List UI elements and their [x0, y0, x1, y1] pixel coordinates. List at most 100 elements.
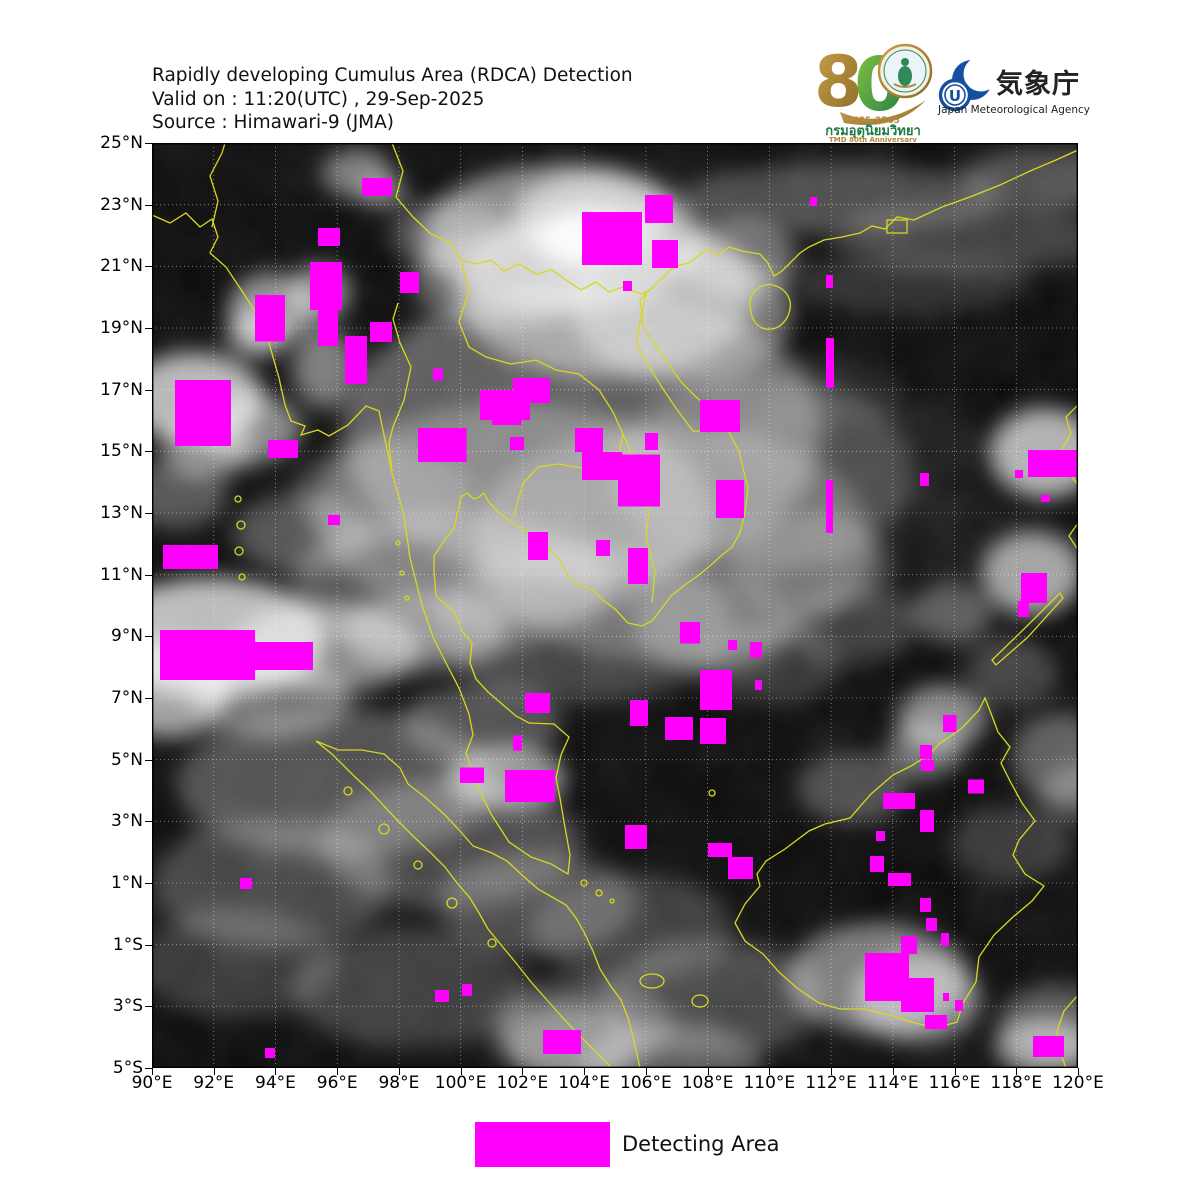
- x-axis-tick: [645, 1068, 647, 1075]
- x-axis-tick: [769, 1068, 771, 1075]
- china-border: [391, 143, 653, 295]
- page-title: Rapidly developing Cumulus Area (RDCA) D…: [152, 65, 633, 86]
- y-axis-tick: [145, 636, 152, 638]
- detection-patch: [968, 779, 985, 794]
- detection-patch: [163, 545, 218, 570]
- detection-patch: [510, 437, 524, 451]
- detection-patch: [1041, 495, 1050, 503]
- detection-patch: [1017, 601, 1029, 618]
- tmd-anniversary-text: TMD 80th Anniversary: [829, 136, 917, 142]
- detection-patch: [399, 272, 419, 294]
- detection-patch: [679, 621, 700, 644]
- x-axis-label: 96°E: [316, 1073, 358, 1093]
- detection-patch: [528, 532, 549, 561]
- detection-patch: [699, 669, 732, 710]
- detection-patch: [433, 368, 444, 381]
- y-axis-label: 5°S: [112, 1058, 143, 1078]
- detection-patch: [344, 336, 367, 385]
- detection-patch: [1028, 450, 1078, 478]
- detection-patch: [491, 411, 522, 425]
- jma-crescent-icon: U: [938, 58, 994, 112]
- satellite-map: [152, 143, 1078, 1068]
- x-axis-label: 92°E: [193, 1073, 235, 1093]
- detection-patch: [630, 699, 648, 726]
- x-axis-tick: [831, 1068, 833, 1075]
- y-axis-tick: [145, 574, 152, 576]
- detection-patch: [435, 990, 449, 1002]
- x-axis-label: 90°E: [131, 1073, 173, 1093]
- detection-patch: [810, 197, 818, 206]
- y-axis-label: 23°N: [100, 194, 143, 215]
- detection-patch: [924, 1015, 947, 1029]
- detection-patch: [887, 873, 912, 887]
- legend-detection-swatch: [475, 1122, 610, 1167]
- sumatra-east-coast: [315, 740, 641, 1068]
- x-axis-tick: [954, 1068, 956, 1075]
- detection-patch: [418, 427, 467, 462]
- tmd-name-thai: กรมอุตุนิยมวิทยา: [825, 124, 921, 139]
- palawan-island: [991, 591, 1064, 666]
- x-axis-label: 116°E: [928, 1073, 981, 1093]
- detection-patch: [543, 1030, 582, 1055]
- detection-patch: [1015, 470, 1023, 479]
- y-axis-label: 15°N: [100, 441, 143, 462]
- detection-patch: [268, 439, 298, 458]
- x-axis-label: 120°E: [1052, 1073, 1104, 1093]
- detection-patch: [461, 983, 472, 996]
- y-axis-label: 5°N: [110, 749, 143, 770]
- x-axis-tick: [275, 1068, 277, 1075]
- detection-patch: [1032, 1035, 1064, 1057]
- x-axis-label: 102°E: [496, 1073, 549, 1093]
- detection-patch: [870, 855, 884, 872]
- detection-patch: [699, 399, 740, 432]
- india-myanmar-border: [209, 143, 226, 228]
- detection-patch: [513, 378, 551, 403]
- detection-patch: [920, 809, 934, 832]
- y-axis-tick: [145, 451, 152, 453]
- detection-patch: [574, 427, 603, 452]
- tmd-80th-anniversary-logo: 8 0 2485-2565 กรมอุตุนิยมวิทยา TMD 80th …: [814, 41, 933, 142]
- detection-patch: [749, 642, 762, 658]
- detection-patch: [882, 793, 915, 809]
- x-axis-tick: [152, 1068, 153, 1075]
- tmd-emblem-icon: [877, 43, 933, 99]
- jma-name-japanese: 気象庁: [996, 69, 1080, 100]
- y-axis-tick: [145, 1068, 152, 1069]
- y-axis-tick: [145, 698, 152, 699]
- y-axis-tick: [145, 944, 152, 946]
- x-axis-label: 110°E: [743, 1073, 796, 1093]
- x-axis-tick: [398, 1068, 400, 1075]
- detection-patch: [524, 693, 550, 714]
- x-axis-tick: [584, 1068, 586, 1075]
- detection-patch: [255, 295, 285, 342]
- y-axis-tick: [145, 821, 152, 823]
- x-axis-label: 100°E: [434, 1073, 487, 1093]
- x-axis-label: 98°E: [378, 1073, 420, 1093]
- y-axis-tick: [145, 266, 152, 268]
- detection-patch: [920, 760, 934, 772]
- detection-patch: [623, 281, 632, 291]
- y-axis-label: 1°S: [112, 934, 143, 955]
- detection-patch: [920, 745, 932, 760]
- detection-patch: [361, 178, 392, 197]
- detection-patch: [318, 308, 339, 346]
- y-axis-label: 9°N: [110, 626, 143, 647]
- detection-patch: [942, 715, 957, 732]
- detection-patch: [754, 680, 762, 690]
- y-axis-tick: [145, 513, 152, 514]
- detection-patch: [175, 380, 232, 447]
- x-axis-label: 112°E: [805, 1073, 857, 1093]
- detection-patch: [715, 480, 744, 518]
- jma-name-english: Japan Meteorological Agency: [938, 104, 1090, 116]
- detection-patch: [618, 454, 661, 507]
- detection-patch: [460, 767, 485, 783]
- detection-patch: [644, 433, 658, 451]
- legend-label: Detecting Area: [622, 1132, 780, 1156]
- detection-patch: [505, 769, 556, 802]
- y-axis-tick: [145, 883, 152, 884]
- myanmar-thailand-border: [388, 302, 412, 472]
- detection-patch: [876, 830, 886, 841]
- y-axis-tick: [145, 204, 152, 206]
- detection-patch: [943, 993, 949, 1002]
